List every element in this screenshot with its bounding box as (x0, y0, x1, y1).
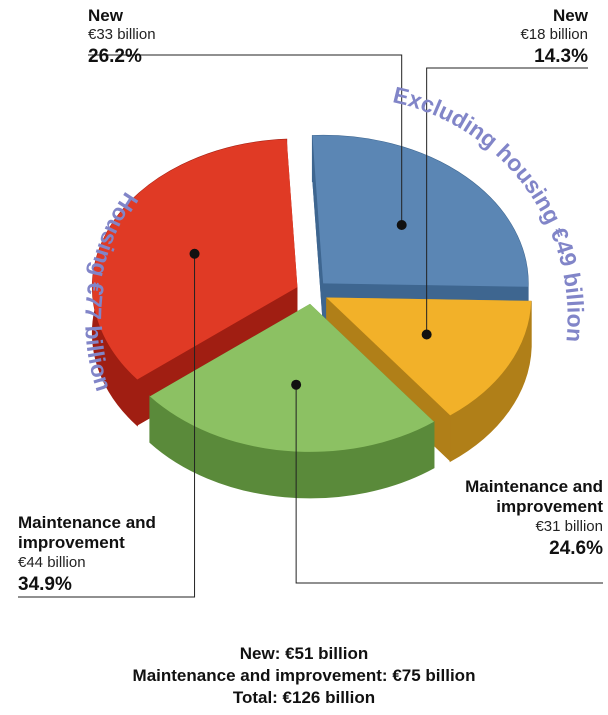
leader-line (426, 67, 588, 335)
leader-dot (291, 379, 302, 390)
slice-name: Maintenance and improvement (18, 513, 156, 553)
slice-percent: 26.2% (88, 46, 142, 68)
leaders (18, 54, 603, 598)
footer-line: Total: €126 billion (232, 688, 376, 707)
slice-percent: 24.6% (549, 537, 603, 559)
leader-line (295, 384, 603, 584)
slice-label: New €18 billion 14.3% (520, 6, 588, 69)
footer-line: New: €51 billion (239, 644, 369, 663)
slice-name: New (553, 6, 588, 25)
slice-label: Maintenance and improvement €31 billion … (413, 477, 603, 561)
slice-percent: 34.9% (18, 573, 72, 595)
leader-dot (396, 219, 407, 230)
slice (149, 303, 434, 452)
leader-dot (421, 329, 432, 340)
slice-name: Maintenance and improvement (465, 477, 603, 517)
slice-amount: €44 billion (18, 553, 86, 571)
slice-name: New (88, 6, 123, 25)
leader-line (18, 253, 196, 598)
slice-label: Maintenance and improvement €44 billion … (18, 513, 218, 597)
footer-line: Maintenance and improvement: €75 billion (132, 666, 476, 685)
slice-label: New €33 billion 26.2% (88, 6, 156, 69)
slice (312, 135, 529, 287)
slice-amount: €31 billion (535, 517, 603, 535)
slices (91, 134, 532, 499)
slice-wall (312, 135, 324, 330)
slice-percent: 14.3% (534, 46, 588, 68)
leader-dot (189, 248, 200, 259)
slice (326, 297, 532, 416)
slice-amount: €33 billion (88, 26, 156, 44)
slice-amount: €18 billion (520, 26, 588, 44)
leader-line (88, 54, 403, 225)
